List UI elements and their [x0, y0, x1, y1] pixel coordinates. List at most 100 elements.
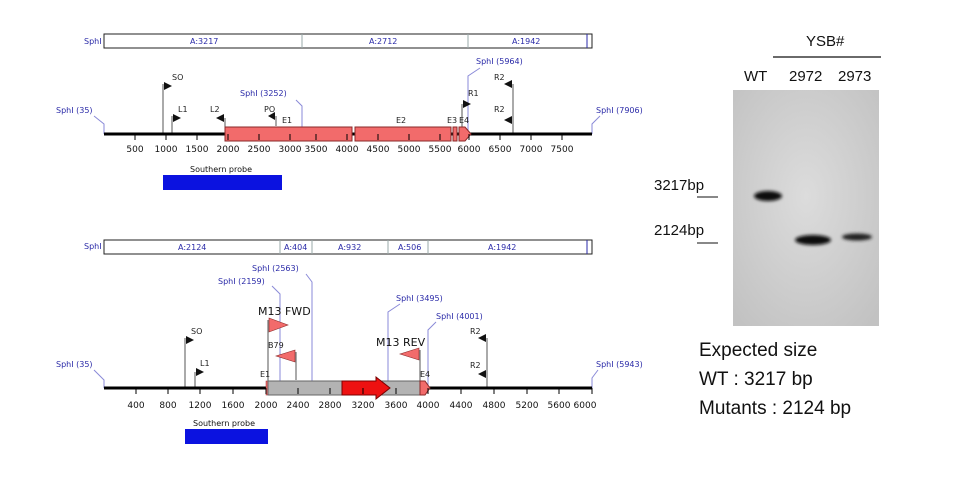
map1-enzyme-label: SphI	[84, 37, 102, 46]
expected-mutants: Mutants : 2124 bp	[699, 398, 851, 419]
map2-site-right: SphI (5943)	[596, 360, 643, 369]
map1-fragment-1: A:2712	[369, 37, 397, 46]
map1-wildtype: SphI A:3217 A:2712 A:1942	[56, 33, 643, 190]
map2-label-m13-rev: M13 REV	[376, 336, 426, 349]
map1-tick-label: 5500	[429, 145, 452, 155]
m13-rev-primer-arrow	[399, 347, 420, 361]
gel-band-2972	[795, 235, 831, 245]
map2-axis: 400 800 1200 1600 2000 2400 2800 3200 36…	[127, 388, 597, 411]
map1-tick-label: 3500	[305, 145, 328, 155]
map1-site-middle: SphI (3252)	[240, 89, 287, 98]
map1-tick-label: 6500	[489, 145, 512, 155]
gel-image	[733, 90, 879, 326]
map2-fragment-3: A:506	[398, 243, 421, 252]
map1-site-right: SphI (7906)	[596, 106, 643, 115]
map1-feature-markers	[162, 80, 514, 134]
map1-probe-label: Southern probe	[190, 165, 252, 174]
map1-tick-label: 3000	[279, 145, 302, 155]
map2-fragment-bar: SphI A:2124 A:404 A:932 A:506 A:1942	[84, 239, 593, 255]
map2-marker-gene-arrow	[341, 375, 391, 401]
map1-tick-label: 1000	[155, 145, 178, 155]
map1-label-l1: L1	[178, 105, 188, 114]
map2-tick-label: 4400	[450, 401, 473, 411]
map1-fragment-bar: SphI A:3217 A:2712 A:1942	[84, 33, 593, 49]
map2-tick-label: 1200	[189, 401, 212, 411]
expected-wt: WT : 3217 bp	[699, 369, 813, 390]
map1-tick-label: 2500	[248, 145, 271, 155]
map1-exon-e2	[354, 126, 452, 142]
gel-lane-label-2973: 2973	[838, 68, 871, 85]
map2-site-4001: SphI (4001)	[436, 312, 483, 321]
map2-label-so: SO	[191, 327, 202, 336]
map2-label-e1: E1	[260, 370, 270, 379]
map1-tick-label: 7500	[551, 145, 574, 155]
expected-size-box: Expected size WT : 3217 bp Mutants : 212…	[699, 340, 851, 419]
map2-tick-label: 400	[127, 401, 144, 411]
map1-label-r1: R1	[468, 89, 479, 98]
map2-label-m13-fwd: M13 FWD	[258, 305, 311, 318]
map2-label-r2-mid: R2	[470, 361, 481, 370]
map1-label-so: SO	[172, 73, 183, 82]
map1-tick-label: 1500	[186, 145, 209, 155]
m13-fwd-primer-arrow	[268, 317, 289, 333]
map2-probe-label: Southern probe	[193, 419, 255, 428]
map1-southern-probe	[163, 175, 282, 190]
map2-site-3495: SphI (3495)	[396, 294, 443, 303]
map2-tick-label: 6000	[574, 401, 597, 411]
map2-site-left: SphI (35)	[56, 360, 93, 369]
map1-axis: 500 1000 1500 2000 2500 3000 3500 4000 4…	[126, 134, 574, 155]
map1-tick-label: 6000	[458, 145, 481, 155]
map1-exon-e3	[452, 126, 458, 142]
map1-label-l2: L2	[210, 105, 220, 114]
gel-band-2973	[842, 233, 872, 241]
map2-fragment-2: A:932	[338, 243, 361, 252]
map1-tick-label: 4000	[336, 145, 359, 155]
gel-lane-label-2972: 2972	[789, 68, 822, 85]
map1-exon-e4	[458, 126, 472, 142]
gel-band-wt	[754, 191, 782, 201]
map1-tick-label: 2000	[217, 145, 240, 155]
map2-tick-label: 4800	[483, 401, 506, 411]
map1-site-upper-right: SphI (5964)	[476, 57, 523, 66]
map1-label-r2-mid: R2	[494, 105, 505, 114]
map1-label-e2: E2	[396, 116, 406, 125]
map2-fragment-4: A:1942	[488, 243, 516, 252]
map1-tick-label: 7000	[520, 145, 543, 155]
map2-feature-markers	[184, 317, 488, 388]
map2-tick-label: 800	[159, 401, 176, 411]
map2-tick-label: 2400	[287, 401, 310, 411]
map2-label-b79: B79	[268, 341, 284, 350]
map1-label-po: PO	[264, 105, 275, 114]
map2-tick-label: 3600	[385, 401, 408, 411]
map2-tick-label: 3200	[352, 401, 375, 411]
map2-site-2159: SphI (2159)	[218, 277, 265, 286]
map2-site-2563: SphI (2563)	[252, 264, 299, 273]
gel-marker-3217: 3217bp	[654, 177, 704, 194]
map2-label-r2-top: R2	[470, 327, 481, 336]
map2-mutant: SphI A:2124 A:404 A:932 A:506 A:1942	[56, 239, 643, 444]
map1-label-e4: E4	[459, 116, 469, 125]
map1-fragment-0: A:3217	[190, 37, 218, 46]
map2-label-e4: E4	[420, 370, 430, 379]
map1-exon-e1	[224, 126, 353, 142]
map1-fragment-2: A:1942	[512, 37, 540, 46]
map1-label-r2-top: R2	[494, 73, 505, 82]
map2-tick-label: 5200	[516, 401, 539, 411]
map2-label-l1: L1	[200, 359, 210, 368]
gel-group-label: YSB#	[806, 33, 845, 50]
map2-fragment-1: A:404	[284, 243, 307, 252]
southern-blot-gel: YSB# WT 2972 2973 3217bp 2124bp	[654, 33, 881, 326]
map1-site-left: SphI (35)	[56, 106, 93, 115]
map2-tick-label: 2000	[255, 401, 278, 411]
map1-label-e3: E3	[447, 116, 457, 125]
gel-marker-2124: 2124bp	[654, 222, 704, 239]
map2-tick-label: 2800	[319, 401, 342, 411]
b79-primer-arrow	[275, 349, 296, 363]
map2-tick-label: 5600	[548, 401, 571, 411]
map1-tick-label: 5000	[398, 145, 421, 155]
map2-southern-probe	[185, 429, 268, 444]
map2-fragment-0: A:2124	[178, 243, 206, 252]
map2-tick-label: 1600	[222, 401, 245, 411]
expected-title: Expected size	[699, 340, 817, 361]
map1-tick-label: 500	[126, 145, 143, 155]
